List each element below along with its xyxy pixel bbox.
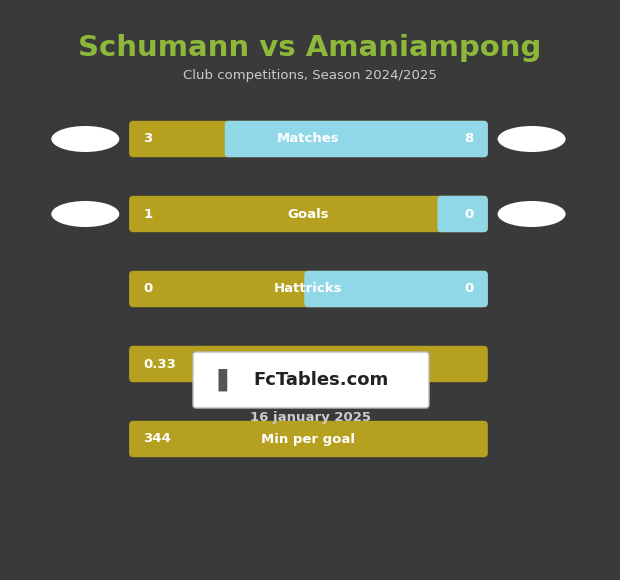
FancyBboxPatch shape	[224, 121, 488, 157]
Text: 0.33: 0.33	[143, 357, 176, 371]
Ellipse shape	[498, 201, 565, 227]
Ellipse shape	[51, 126, 119, 152]
Text: 344: 344	[143, 433, 171, 445]
Text: 0: 0	[464, 208, 474, 220]
Text: Goals: Goals	[288, 208, 329, 220]
Ellipse shape	[498, 126, 565, 152]
Text: Goals per match: Goals per match	[247, 357, 370, 371]
Text: Club competitions, Season 2024/2025: Club competitions, Season 2024/2025	[183, 70, 437, 82]
Text: FcTables.com: FcTables.com	[254, 371, 389, 389]
FancyBboxPatch shape	[129, 421, 488, 457]
FancyBboxPatch shape	[129, 196, 488, 232]
Ellipse shape	[51, 201, 119, 227]
FancyBboxPatch shape	[129, 346, 488, 382]
Text: Matches: Matches	[277, 132, 340, 146]
Text: Hattricks: Hattricks	[274, 282, 343, 295]
Text: 8: 8	[464, 132, 474, 146]
Text: 3: 3	[143, 132, 153, 146]
Text: Min per goal: Min per goal	[262, 433, 355, 445]
Text: Schumann vs Amaniampong: Schumann vs Amaniampong	[78, 34, 542, 62]
Text: ▐: ▐	[210, 369, 226, 392]
Text: 0: 0	[464, 282, 474, 295]
FancyBboxPatch shape	[193, 352, 429, 408]
Text: 16 january 2025: 16 january 2025	[249, 411, 371, 425]
FancyBboxPatch shape	[129, 121, 488, 157]
FancyBboxPatch shape	[304, 271, 488, 307]
FancyBboxPatch shape	[437, 196, 488, 232]
FancyBboxPatch shape	[129, 271, 488, 307]
Text: 0: 0	[143, 282, 153, 295]
Text: 1: 1	[143, 208, 153, 220]
